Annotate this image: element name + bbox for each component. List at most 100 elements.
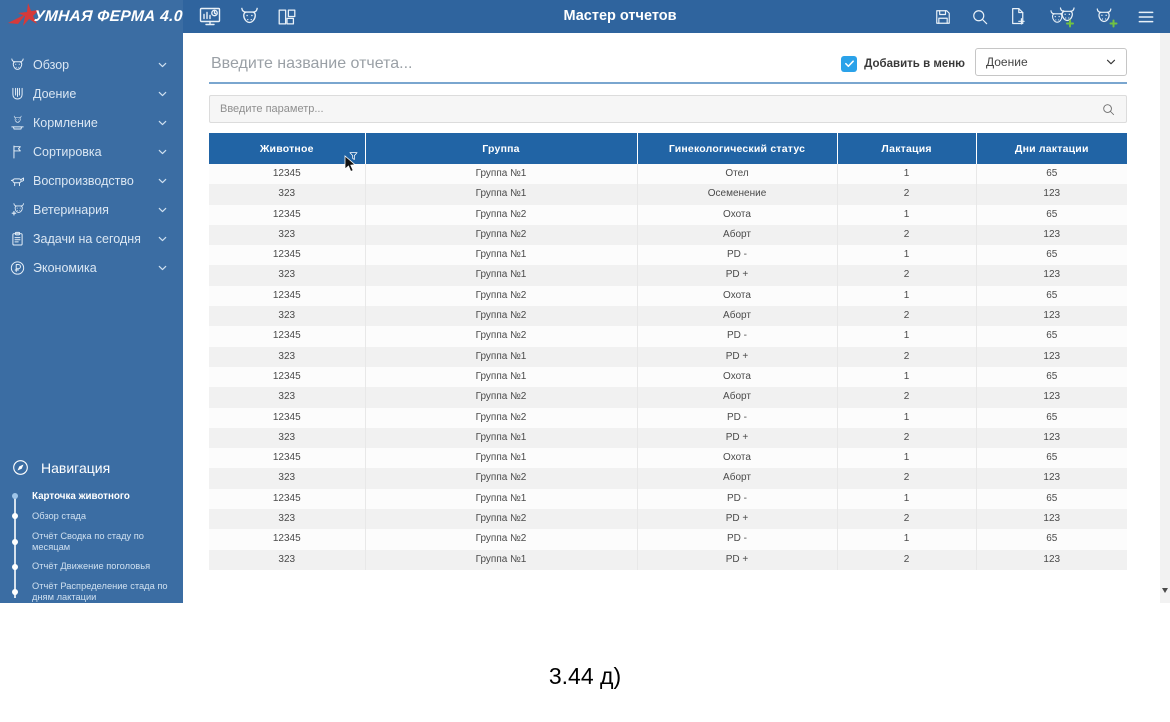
report-table-body: 12345 Группа №1 Отел 1 65 323 Группа №1 Осемене… xyxy=(209,164,1127,570)
table-cell: 65 xyxy=(1046,492,1058,504)
table-cell: PD - xyxy=(637,326,838,347)
column-header-gyn-status[interactable]: Гинекологический статус xyxy=(637,133,838,164)
column-header-lactation[interactable]: Лактация xyxy=(837,133,977,164)
search-icon[interactable] xyxy=(1101,102,1116,117)
cow-add-icon[interactable] xyxy=(1093,5,1119,29)
table-cell: 2 xyxy=(837,427,977,449)
nav-link-lactation-distribution-report[interactable]: Отчёт Распределение стада по дням лактац… xyxy=(0,577,183,608)
table-cell: Охота xyxy=(637,448,838,469)
table-row[interactable]: 323 Группа №2 Аборт 2 123 xyxy=(209,306,1127,327)
table-cell: Группа №1 xyxy=(365,184,638,205)
file-add-icon[interactable] xyxy=(1007,6,1028,27)
flag-icon xyxy=(13,144,21,159)
table-row[interactable]: 12345 Группа №1 Охота 1 65 xyxy=(209,448,1127,469)
table-cell: 1 xyxy=(837,448,977,469)
layout-icon[interactable] xyxy=(276,6,298,28)
table-cell: 65 xyxy=(1046,168,1058,179)
table-cell: 2 xyxy=(837,387,977,408)
table-cell: 323 xyxy=(209,184,366,205)
menu-category-value: Доение xyxy=(986,54,1028,69)
table-cell: 123 xyxy=(1043,391,1061,403)
table-row[interactable]: 12345 Группа №1 Охота 1 65 xyxy=(209,366,1127,388)
table-cell: Группа №1 xyxy=(365,164,638,185)
cow-icon xyxy=(9,56,26,73)
table-row[interactable]: 323 Группа №1 Осеменение 2 123 xyxy=(209,184,1127,205)
check-icon xyxy=(844,60,854,68)
table-row[interactable]: 323 Группа №2 PD +2 123 xyxy=(209,509,1127,530)
table-cell: Группа №2 xyxy=(365,529,638,550)
cow-icon[interactable] xyxy=(238,5,261,28)
table-row[interactable]: 12345 Группа №1 PD -1 65 xyxy=(209,245,1127,266)
table-cell: Группа №1 xyxy=(365,488,638,510)
herd-add-icon[interactable] xyxy=(1045,5,1076,29)
table-row[interactable]: 323 Группа №1 PD +2 123 xyxy=(209,265,1127,286)
table-row[interactable]: 323 Группа №2 Аборт 2 123 xyxy=(209,468,1127,489)
table-row[interactable]: 12345 Группа №2 Охота 1 65 xyxy=(209,204,1127,225)
table-cell: PD + xyxy=(637,427,838,449)
sidebar-item-ekonomika[interactable]: Экономика xyxy=(0,253,183,282)
save-icon[interactable] xyxy=(933,7,953,27)
table-cell: 12345 xyxy=(209,448,366,469)
sidebar-item-zadachi[interactable]: Задачи на сегодня xyxy=(0,224,183,253)
table-cell: PD - xyxy=(637,529,838,550)
table-cell: PD - xyxy=(637,245,838,266)
table-row[interactable]: 12345 Группа №1 PD -1 65 xyxy=(209,488,1127,510)
sidebar-item-kormlenie[interactable]: Кормление xyxy=(0,108,183,137)
table-cell: Группа №2 xyxy=(365,509,638,530)
column-header-group[interactable]: Группа xyxy=(365,133,638,164)
table-row[interactable]: 323 Группа №2 Аборт 2 123 xyxy=(209,224,1127,246)
column-header-animal[interactable]: Животное xyxy=(209,133,366,164)
table-cell: 65 xyxy=(1046,370,1058,382)
table-row[interactable]: 323 Группа №1 PD +2 123 xyxy=(209,427,1127,449)
report-name-input[interactable] xyxy=(209,53,842,74)
table-row[interactable]: 12345 Группа №2 PD -1 65 xyxy=(209,407,1127,428)
table-cell: Группа №1 xyxy=(365,366,638,388)
vertical-scrollbar[interactable] xyxy=(1160,33,1170,603)
table-cell: Аборт xyxy=(637,224,838,246)
dashboard-icon[interactable] xyxy=(197,5,223,29)
nav-link-animal-card[interactable]: Карточка животного xyxy=(0,486,183,506)
navigation-panel: Навигация Карточка животного Обзор стада… xyxy=(0,458,183,607)
table-row[interactable]: 323 Группа №1 PD +2 123 xyxy=(209,346,1127,367)
table-cell: 65 xyxy=(1046,330,1058,342)
table-cell: 1 xyxy=(837,407,977,428)
sidebar-item-vosproizvodstvo[interactable]: Воспроизводство xyxy=(0,166,183,195)
column-header-lactation-days[interactable]: Дни лактации xyxy=(976,133,1127,164)
table-row[interactable]: 12345 Группа №2 PD -1 65 xyxy=(209,326,1127,347)
table-row[interactable]: 12345 Группа №2 Охота 1 65 xyxy=(209,285,1127,307)
sidebar-item-doenie[interactable]: Доение xyxy=(0,79,183,108)
sidebar-item-obzor[interactable]: Обзор xyxy=(0,50,183,79)
scroll-down-arrow[interactable] xyxy=(1162,588,1168,596)
table-cell: 123 xyxy=(1043,228,1061,240)
sidebar-item-veterinariya[interactable]: Ветеринария xyxy=(0,195,183,224)
table-row[interactable]: 323 Группа №1 PD +2 123 xyxy=(209,549,1127,570)
parameter-search-input[interactable] xyxy=(210,102,1101,116)
table-cell: Отел xyxy=(637,164,838,185)
table-cell: Охота xyxy=(637,204,838,225)
table-row[interactable]: 12345 Группа №1 Отел 1 65 xyxy=(209,164,1127,185)
chevron-down-icon xyxy=(157,117,168,128)
nav-link-livestock-movement-report[interactable]: Отчёт Движение поголовья xyxy=(0,557,183,577)
menu-icon[interactable] xyxy=(1136,7,1156,27)
table-cell: 65 xyxy=(1046,411,1058,423)
nav-link-herd-monthly-report[interactable]: Отчёт Сводка по стаду по месяцам xyxy=(0,526,183,557)
menu-category-select[interactable]: Доение xyxy=(975,47,1127,76)
table-cell: Охота xyxy=(637,285,838,307)
navigation-header: Навигация xyxy=(0,458,183,477)
filter-icon[interactable] xyxy=(347,150,360,163)
table-cell: 2 xyxy=(837,265,977,286)
search-icon[interactable] xyxy=(970,7,990,27)
add-to-menu-checkbox[interactable] xyxy=(841,55,858,72)
table-cell: 1 xyxy=(837,164,977,185)
app-logo: УМНАЯ ФЕРМА 4.0 xyxy=(0,0,183,33)
table-cell: Группа №1 xyxy=(365,448,638,469)
table-cell: Группа №1 xyxy=(365,346,638,367)
sidebar-item-sortirovka[interactable]: Сортировка xyxy=(0,137,183,166)
table-cell: Охота xyxy=(637,366,838,388)
table-row[interactable]: 12345 Группа №2 PD -1 65 xyxy=(209,529,1127,550)
table-cell: 123 xyxy=(1043,269,1061,281)
table-cell: 123 xyxy=(1043,513,1061,525)
nav-link-herd-overview[interactable]: Обзор стада xyxy=(0,506,183,526)
table-cell: 12345 xyxy=(209,529,366,550)
table-row[interactable]: 323 Группа №2 Аборт 2 123 xyxy=(209,387,1127,408)
